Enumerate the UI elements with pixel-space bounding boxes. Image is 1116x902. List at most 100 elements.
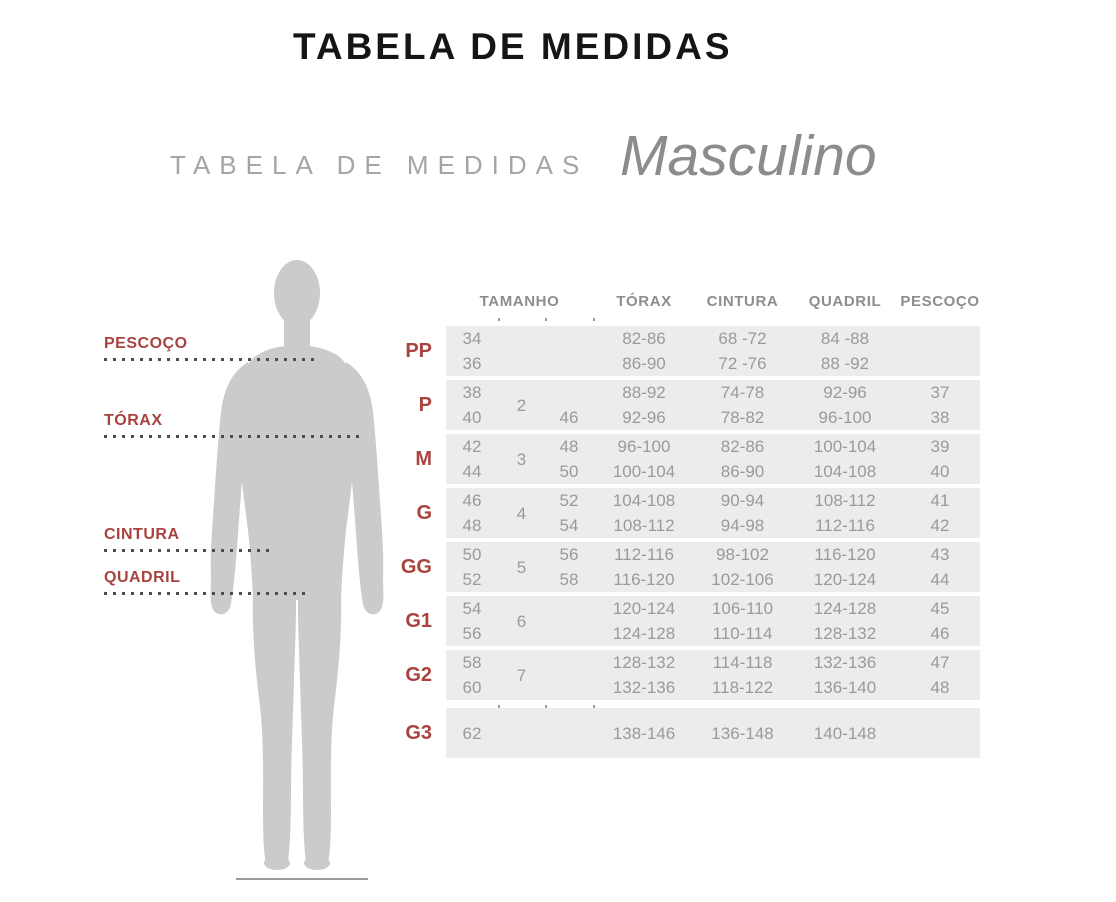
col-size-group: 4 xyxy=(498,488,545,538)
size-table-body: PP 34 36 82-86 86-90 68 -72 72 -76 84 -88 88 -92… xyxy=(398,318,980,758)
size-row-g1: G1 54 56 6 120-124 124-128 106-110 110-114 124-1… xyxy=(398,596,980,646)
cell-value: 3 xyxy=(516,449,527,469)
cell-value: 48 xyxy=(462,516,482,535)
header-cintura: CINTURA xyxy=(706,292,779,310)
col-size-alt xyxy=(545,326,593,376)
col-pescoco xyxy=(900,326,980,376)
cell-value: 82-86 xyxy=(720,437,765,456)
measure-quadril: QUADRIL xyxy=(104,569,308,595)
cell-value: 94-98 xyxy=(720,516,765,535)
cell-value: 112-116 xyxy=(614,545,674,564)
cell-value: 6 xyxy=(516,611,527,631)
cell-value: 86-90 xyxy=(622,354,666,373)
col-cintura: 98-102 102-106 xyxy=(695,542,790,592)
col-torax: 88-92 92-96 xyxy=(593,380,695,430)
cell-value: 38 xyxy=(930,408,950,427)
col-pescoco: 45 46 xyxy=(900,596,980,646)
size-label: M xyxy=(415,447,432,470)
cell-value: 58 xyxy=(559,570,579,589)
col-cintura: 136-148 xyxy=(695,708,790,758)
measure-cintura-label: CINTURA xyxy=(104,526,180,543)
col-size-base: 50 52 xyxy=(446,542,498,592)
cell-value: 104-108 xyxy=(612,491,676,510)
col-size-alt xyxy=(545,708,593,758)
size-band: 50 52 5 56 58 112-116 116-120 98-102 102-106 116-… xyxy=(446,542,980,592)
cell-value: 106-110 xyxy=(711,599,774,618)
cell-value: 40 xyxy=(930,462,950,481)
cell-value: 108-112 xyxy=(814,491,876,510)
measure-cintura-dotted-line xyxy=(104,549,274,552)
col-size-group: 3 xyxy=(498,434,545,484)
col-quadril: 132-136 136-140 xyxy=(790,650,900,700)
size-band: 42 44 3 48 50 96-100 100-104 82-86 86-90 100-104 1… xyxy=(446,434,980,484)
size-band: 38 40 2 46 88-92 92-96 74-78 78-82 92-96 96-100 37… xyxy=(446,380,980,430)
col-torax: 82-86 86-90 xyxy=(593,326,695,376)
col-size-alt xyxy=(545,650,593,700)
col-pescoco xyxy=(900,708,980,758)
cell-value: 60 xyxy=(462,678,482,697)
size-band: 62 138-146 136-148 140-148 xyxy=(446,708,980,758)
col-size-base: 62 xyxy=(446,708,498,758)
size-band: 58 60 7 128-132 132-136 114-118 118-122 132-136… xyxy=(446,650,980,700)
col-torax: 128-132 132-136 xyxy=(593,650,695,700)
cell-value: 58 xyxy=(462,653,482,672)
col-pescoco: 47 48 xyxy=(900,650,980,700)
page-title: TABELA DE MEDIDAS xyxy=(293,26,733,67)
cell-value: 54 xyxy=(559,516,579,535)
size-table: TAMANHO TÓRAX CINTURA QUADRIL PESCOÇO PP… xyxy=(398,284,980,758)
cell-value: 78-82 xyxy=(720,408,765,427)
cell-value: 120-124 xyxy=(612,599,676,618)
cell-value: 74-78 xyxy=(720,383,765,402)
col-size-base: 46 48 xyxy=(446,488,498,538)
col-pescoco: 37 38 xyxy=(900,380,980,430)
size-label: G1 xyxy=(405,609,432,632)
cell-value: 98-102 xyxy=(716,545,769,564)
cell-value: 100-104 xyxy=(612,462,676,481)
cell-value: 96-100 xyxy=(617,437,671,456)
cell-value: 100-104 xyxy=(813,437,877,456)
size-label: GG xyxy=(400,555,432,578)
size-row-g2: G2 58 60 7 128-132 132-136 114-118 118-122 132-1… xyxy=(398,650,980,700)
cell-value: 52 xyxy=(559,491,579,510)
cell-value: 82-86 xyxy=(622,329,666,348)
cell-value: 56 xyxy=(462,624,482,643)
cell-value: 45 xyxy=(930,599,950,618)
cell-value: 36 xyxy=(462,354,482,373)
col-torax: 104-108 108-112 xyxy=(593,488,695,538)
col-size-group: 5 xyxy=(498,542,545,592)
cell-value: 42 xyxy=(930,516,950,535)
col-cintura: 82-86 86-90 xyxy=(695,434,790,484)
cell-value: 44 xyxy=(930,570,950,589)
col-quadril: 84 -88 88 -92 xyxy=(790,326,900,376)
cell-value: 114-118 xyxy=(712,653,773,672)
col-size-alt: 48 50 xyxy=(545,434,593,484)
col-size-base: 38 40 xyxy=(446,380,498,430)
cell-value: 46 xyxy=(559,408,579,427)
size-band: 34 36 82-86 86-90 68 -72 72 -76 84 -88 88 -92 xyxy=(446,326,980,376)
ground-line xyxy=(236,878,368,880)
cell-value: 52 xyxy=(462,570,482,589)
header-torax: TÓRAX xyxy=(616,292,672,310)
cell-value: 132-136 xyxy=(612,678,676,697)
cell-value: 90-94 xyxy=(720,491,765,510)
cell-value: 41 xyxy=(930,491,950,510)
col-size-alt: 46 xyxy=(545,380,593,430)
cell-value: 72 -76 xyxy=(718,354,767,373)
col-size-group xyxy=(498,326,545,376)
cell-value: 138-146 xyxy=(612,723,676,743)
col-size-base: 58 60 xyxy=(446,650,498,700)
cell-value: 46 xyxy=(462,491,482,510)
size-label: G2 xyxy=(405,663,432,686)
size-row-p: P 38 40 2 46 88-92 92-96 74-78 78-82 92-96 96-100 3… xyxy=(398,380,980,430)
measure-quadril-dotted-line xyxy=(104,592,308,595)
cell-value: 42 xyxy=(462,437,482,456)
cell-value: 40 xyxy=(462,408,482,427)
size-row-g3: G3 62 138-146 136-148 140-148 xyxy=(398,708,980,758)
cell-value: 47 xyxy=(930,653,950,672)
dotted-column-separator-1 xyxy=(498,318,500,758)
dotted-column-separator-2 xyxy=(545,318,547,758)
size-table-header: TAMANHO TÓRAX CINTURA QUADRIL PESCOÇO xyxy=(398,284,980,318)
cell-value: 48 xyxy=(930,678,950,697)
header-tamanho: TAMANHO xyxy=(479,292,560,310)
dotted-column-separator-3 xyxy=(593,318,595,758)
